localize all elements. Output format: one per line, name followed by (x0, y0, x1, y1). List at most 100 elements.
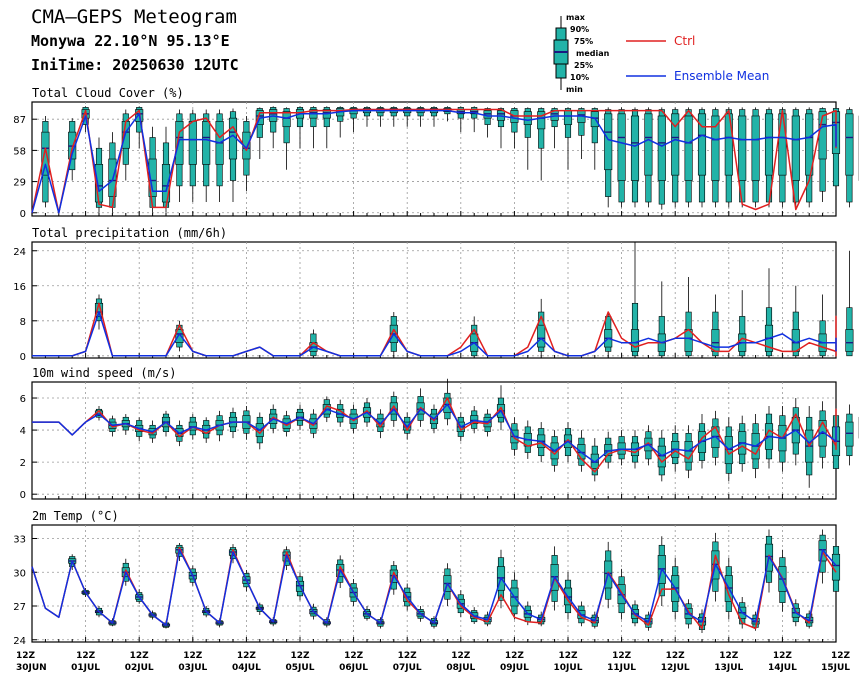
ensemble-box (818, 107, 827, 203)
ensemble-mean-line (31, 549, 837, 626)
ensemble-box (617, 430, 626, 466)
panel-temp: 24 27 30 33 2m Temp (°C) (13, 509, 841, 647)
x-hour-label: 12Z (183, 651, 203, 661)
box-inner (738, 115, 747, 181)
box-inner (724, 436, 733, 465)
x-hour-label: 12Z (130, 651, 150, 661)
x-date-label: 01JUL (71, 663, 100, 673)
ensemble-box (778, 406, 787, 472)
ensemble-box (764, 268, 774, 357)
x-hour-label: 12Z (558, 651, 578, 661)
x-date-label: 13JUL (714, 663, 743, 673)
ensemble-box (778, 107, 787, 208)
y-tick-label: 6 (20, 394, 26, 405)
ensemble-box (845, 404, 854, 466)
x-hour-label: 12Z (398, 651, 418, 661)
legend: max 90% 75% median 25% 10% min Ctrl Ense… (553, 13, 769, 94)
ensemble-box (510, 107, 519, 149)
box-inner (617, 113, 626, 181)
ensemble-box (738, 290, 747, 357)
ensemble-box (671, 107, 680, 208)
x-date-label: 05JUL (286, 663, 315, 673)
ensemble-box (322, 106, 331, 149)
box-inner (644, 113, 653, 176)
ensemble-box (389, 391, 398, 427)
x-date-label: 15JUL (821, 663, 850, 673)
ensemble-box (148, 126, 157, 213)
x-hour-label: 12Z (773, 651, 793, 661)
box-inner (778, 113, 787, 176)
box-inner (295, 412, 305, 421)
panel-title: 10m wind speed (m/s) (32, 366, 177, 380)
ensemble-box (845, 250, 854, 357)
y-tick-label: 24 (13, 247, 26, 258)
ensemble-box (188, 109, 197, 203)
box-inner (282, 111, 291, 128)
ensemble-box (617, 107, 626, 208)
ensemble-box (255, 107, 264, 159)
ensemble-box (684, 277, 693, 357)
box-inner (805, 113, 814, 176)
x-hour-label: 12Z (237, 651, 257, 661)
box-inner (751, 115, 760, 181)
box-inner (697, 113, 707, 176)
y-tick-label: 0 (20, 490, 26, 501)
legend-label-p10: 10% (570, 73, 589, 82)
ensemble-box (657, 107, 666, 210)
box-inner (617, 442, 626, 455)
x-date-label: 30JUN (16, 663, 47, 673)
ensemble-box (805, 406, 814, 488)
ensemble-box (161, 126, 171, 213)
ensemble-box (630, 242, 640, 357)
ensemble-box (764, 107, 774, 208)
y-tick-label: 24 (13, 636, 26, 647)
ensemble-box (443, 106, 452, 122)
ensemble-box (818, 401, 827, 469)
ensemble-mean-line (32, 403, 837, 463)
panel-cloud: 0 29 58 87 Total Cloud Cover (%) (13, 86, 859, 220)
box-inner (537, 324, 546, 348)
ensemble-box (215, 109, 224, 203)
y-tick-label: 29 (13, 178, 26, 189)
x-axis-labels: 12Z 30JUN 12Z 01JUL 12Z 02JUL 12Z 03JUL 12Z 04JUL… (16, 651, 850, 673)
box-inner (711, 115, 720, 181)
panel-title: Total precipitation (mm/6h) (32, 226, 227, 240)
ensemble-box (228, 108, 238, 203)
legend-label-p75: 75% (574, 37, 593, 46)
box-inner (389, 402, 398, 415)
location-label: Monywa 22.10°N 95.13°E (31, 32, 230, 50)
x-hour-label: 12Z (505, 651, 525, 661)
legend-label-p25: 25% (574, 61, 593, 70)
box-inner (630, 115, 640, 181)
box-inner (657, 115, 666, 181)
box-inner (845, 329, 854, 352)
x-hour-label: 12Z (719, 651, 739, 661)
x-hour-label: 12Z (344, 651, 364, 661)
x-date-label: 10JUL (554, 663, 583, 673)
legend-label-p90: 90% (570, 25, 589, 34)
panel-title: Total Cloud Cover (%) (32, 86, 184, 100)
x-hour-label: 12Z (612, 651, 632, 661)
x-date-label: 04JUL (232, 663, 261, 673)
box-inner (537, 111, 546, 130)
ensemble-box (644, 107, 653, 208)
box-inner (791, 115, 800, 181)
box-inner (523, 111, 532, 125)
y-tick-label: 87 (13, 115, 26, 126)
ensemble-mean-line (32, 311, 837, 357)
ensemble-box (630, 107, 640, 208)
ensemble-box (697, 107, 707, 208)
panel-title: 2m Temp (°C) (32, 509, 119, 523)
x-hour-label: 12Z (451, 651, 471, 661)
init-time-label: IniTime: 20250630 12UTC (31, 56, 239, 74)
x-date-label: 09JUL (500, 663, 529, 673)
ensemble-box (791, 107, 800, 208)
ensemble-box (537, 298, 546, 356)
ensemble-box (604, 107, 613, 208)
x-date-label: 07JUL (393, 663, 422, 673)
box-inner (711, 329, 720, 352)
ensemble-box (175, 109, 184, 203)
ensemble-box (805, 107, 814, 208)
y-tick-label: 8 (20, 317, 26, 328)
